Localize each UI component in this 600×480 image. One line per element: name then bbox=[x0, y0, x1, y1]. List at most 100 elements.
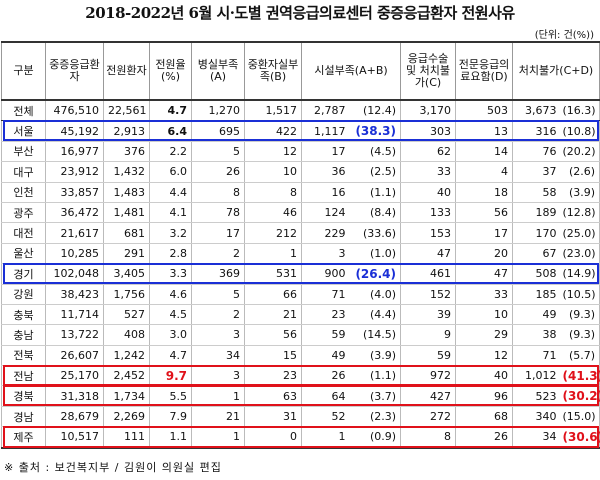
table-cell: 25,170 bbox=[45, 365, 104, 387]
table-cell: 21,617 bbox=[45, 222, 104, 244]
table-cell: 20 bbox=[455, 243, 514, 265]
table-cell: 28,679 bbox=[45, 406, 104, 428]
table-cell: (23.0) bbox=[558, 243, 600, 265]
table-cell: 26 bbox=[191, 161, 245, 183]
table-cell: 49 bbox=[301, 345, 348, 367]
table-cell: 36 bbox=[301, 161, 348, 183]
table-cell: 1 bbox=[191, 385, 245, 407]
table-cell: 22,561 bbox=[103, 100, 150, 122]
table-cell: 59 bbox=[301, 324, 348, 346]
table-cell: 6.0 bbox=[149, 161, 192, 183]
table-cell: 39 bbox=[400, 304, 457, 326]
table-cell: (1.1) bbox=[347, 182, 402, 203]
table-cell: 272 bbox=[400, 406, 457, 428]
title: 2018-2022년 6월 시·도별 권역응급의료센터 중증응급환자 전원사유 bbox=[85, 4, 515, 22]
table-cell: 170 bbox=[512, 222, 559, 244]
table-cell: 33,857 bbox=[45, 182, 104, 203]
table-cell: (26.4) bbox=[347, 263, 402, 285]
table-cell: 3.0 bbox=[149, 324, 192, 346]
table-cell: 31,318 bbox=[45, 385, 104, 407]
table-cell: 531 bbox=[244, 263, 302, 285]
table-cell: 189 bbox=[512, 202, 559, 224]
table-cell: 33 bbox=[455, 284, 514, 305]
table-cell: 26 bbox=[301, 365, 348, 387]
table-cell: 1,270 bbox=[191, 100, 245, 122]
table-cell: (3.9) bbox=[558, 182, 600, 203]
table-cell: 15 bbox=[244, 345, 302, 367]
table-row: 전북 26,607 1,242 4.7 34 15 49 (3.9) 59 12 71 (5.7) bbox=[1, 345, 600, 367]
table-cell: 제주 bbox=[1, 426, 46, 449]
table-cell: 29 bbox=[455, 324, 514, 346]
table-row: 충북 11,714 527 4.5 2 21 23 (4.4) 39 10 49 (9.3) bbox=[1, 304, 600, 326]
table-cell: 476,510 bbox=[45, 100, 104, 122]
table-cell: 3,673 bbox=[512, 100, 559, 122]
table-cell: (9.3) bbox=[558, 304, 600, 326]
table-row: 부산 16,977 376 2.2 5 12 17 (4.5) 62 14 76 (20.2) bbox=[1, 141, 600, 163]
header-cell: 시설부족(A+B) bbox=[300, 41, 402, 101]
table-cell: 34 bbox=[512, 426, 559, 449]
table-cell: 59 bbox=[400, 345, 457, 367]
table-cell: 47 bbox=[400, 243, 457, 265]
table-cell: 369 bbox=[191, 263, 245, 285]
table-cell: 5 bbox=[191, 284, 245, 305]
table-cell: (9.3) bbox=[558, 324, 600, 346]
table-cell: 1,481 bbox=[103, 202, 150, 224]
table-cell: 1 bbox=[301, 426, 348, 449]
table-cell: 49 bbox=[512, 304, 559, 326]
header-cell: 병실부족(A) bbox=[191, 41, 245, 101]
table-cell: 46 bbox=[244, 202, 302, 224]
table-row: 광주 36,472 1,481 4.1 78 46 124 (8.4) 133 56 189 (12.… bbox=[1, 202, 600, 224]
header-cell: 응급수술 및 처치불가(C) bbox=[400, 41, 457, 101]
header-cell: 중증응급환자 bbox=[45, 41, 104, 101]
table-cell: (14.9) bbox=[558, 263, 600, 285]
table-row: 전체 476,510 22,561 4.7 1,270 1,517 2,787 (12.4) 3… bbox=[1, 100, 600, 122]
table-cell: 422 bbox=[244, 120, 302, 142]
table-cell: 13 bbox=[455, 120, 514, 142]
table-cell: 23,912 bbox=[45, 161, 104, 183]
table-cell: 45,192 bbox=[45, 120, 104, 142]
table-cell: 10 bbox=[244, 161, 302, 183]
table-cell: 427 bbox=[400, 385, 457, 407]
table-cell: (2.5) bbox=[347, 161, 402, 183]
table-cell: 33 bbox=[400, 161, 457, 183]
table-cell: 10 bbox=[455, 304, 514, 326]
table-cell: 17 bbox=[301, 141, 348, 163]
table-cell: 303 bbox=[400, 120, 457, 142]
table-cell: (1.0) bbox=[347, 243, 402, 265]
table-cell: 8 bbox=[244, 182, 302, 203]
table-cell: 16 bbox=[301, 182, 348, 203]
table-cell: 17 bbox=[191, 222, 245, 244]
data-table: 구분 중증응급환자 전원환자 전원율(%) 병실부족(A) 중환자실부족(B) 시설부족(A… bbox=[1, 41, 600, 449]
table-cell: 경남 bbox=[1, 406, 46, 428]
table-cell: 376 bbox=[103, 141, 150, 163]
table-cell: 2,913 bbox=[103, 120, 150, 142]
table-row: 경북 31,318 1,734 5.5 1 63 64 (3.7) 427 96 523 (30.2) bbox=[1, 385, 600, 407]
table-cell: 10,285 bbox=[45, 243, 104, 265]
table-cell: 0 bbox=[244, 426, 302, 449]
table-cell: 972 bbox=[400, 365, 457, 387]
table-cell: 47 bbox=[455, 263, 514, 285]
table-cell: 7.9 bbox=[149, 406, 192, 428]
table-cell: 23 bbox=[244, 365, 302, 387]
table-cell: 153 bbox=[400, 222, 457, 244]
table-cell: 523 bbox=[512, 385, 559, 407]
table-cell: 1,483 bbox=[103, 182, 150, 203]
table-cell: 4 bbox=[455, 161, 514, 183]
table-cell: 21 bbox=[244, 304, 302, 326]
table-cell: (4.4) bbox=[347, 304, 402, 326]
source-note: ※ 출처 : 보건복지부 / 김원이 의원실 편집 bbox=[4, 461, 222, 474]
table-cell: 64 bbox=[301, 385, 348, 407]
table-cell: 인천 bbox=[1, 182, 46, 203]
table-cell: 67 bbox=[512, 243, 559, 265]
table-row: 제주 10,517 111 1.1 1 0 1 (0.9) 8 26 34 (30.6) bbox=[1, 426, 600, 449]
table-cell: 2,452 bbox=[103, 365, 150, 387]
table-row: 충남 13,722 408 3.0 3 56 59 (14.5) 9 29 38 (9.3) bbox=[1, 324, 600, 346]
table-cell: 14 bbox=[455, 141, 514, 163]
table-cell: 1,734 bbox=[103, 385, 150, 407]
header-row: 구분 중증응급환자 전원환자 전원율(%) 병실부족(A) 중환자실부족(B) 시설부족(A… bbox=[1, 41, 600, 101]
table-cell: (12.8) bbox=[558, 202, 600, 224]
table-cell: 1,517 bbox=[244, 100, 302, 122]
table-cell: 1 bbox=[244, 243, 302, 265]
table-cell: (0.9) bbox=[347, 426, 402, 449]
table-cell: 66 bbox=[244, 284, 302, 305]
